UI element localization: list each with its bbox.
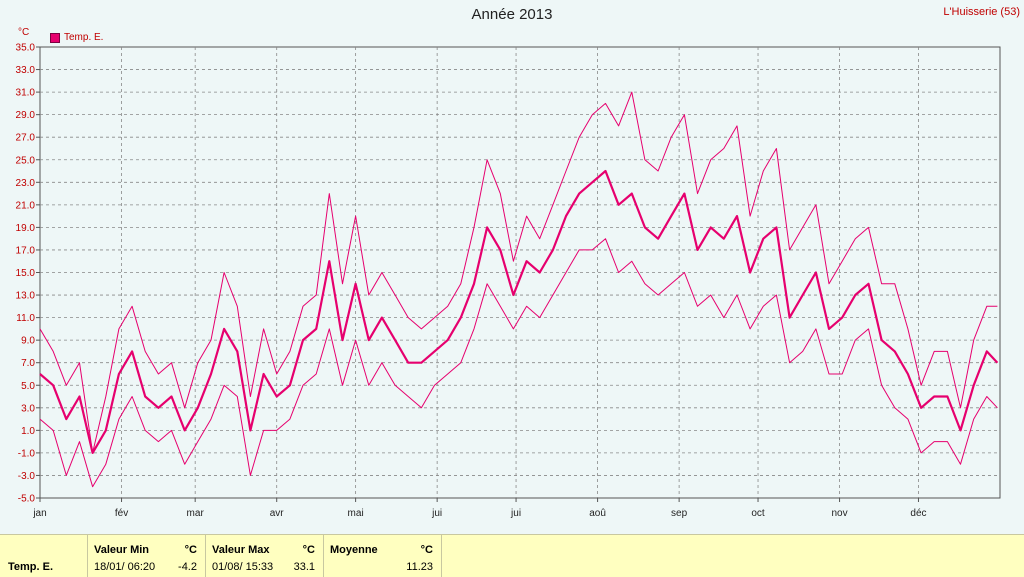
max-value: 33.1: [293, 561, 315, 573]
x-tick-label: sep: [671, 508, 688, 519]
x-tick-label: mai: [348, 508, 364, 519]
y-tick-label: 9.0: [21, 336, 35, 347]
y-tick-label: 25.0: [16, 155, 36, 166]
y-tick-label: 27.0: [16, 133, 36, 144]
stats-row-label-cell: Temp. E.: [0, 535, 88, 577]
y-tick-label: 1.0: [21, 426, 35, 437]
avg-value: 11.23: [406, 561, 433, 573]
y-tick-label: -3.0: [18, 471, 36, 482]
series-line-mean: [39, 169, 999, 454]
y-tick-label: 33.0: [16, 65, 36, 76]
station-name: L'Huisserie (53): [943, 6, 1020, 18]
x-tick-label: aoû: [589, 508, 606, 519]
legend: Temp. E.: [50, 32, 103, 43]
avg-label: Moyenne: [330, 544, 378, 556]
x-tick-label: jui: [510, 508, 521, 519]
y-tick-label: 35.0: [16, 43, 36, 54]
min-value: -4.2: [178, 561, 197, 573]
y-tick-label: 15.0: [16, 268, 36, 279]
temperature-chart: 35.0 33.0 31.0 29.0 27.0 25.0 23.0 21.0 19.0 17.0…: [16, 43, 1001, 519]
y-tick-label: 13.0: [16, 291, 36, 302]
max-date: 01/08/ 15:33: [212, 561, 274, 573]
x-tick-label: jan: [32, 508, 46, 519]
series-line-min: [39, 238, 998, 488]
stats-row-label: Temp. E.: [8, 561, 54, 573]
y-tick-label: 29.0: [16, 110, 36, 121]
avg-unit: °C: [420, 544, 433, 556]
y-tick-label: 23.0: [16, 178, 36, 189]
stats-panel: Temp. E. Valeur Min °C 18/01/ 06:20 -4.2…: [0, 534, 1024, 577]
y-axis: 35.0 33.0 31.0 29.0 27.0 25.0 23.0 21.0 19.0 17.0…: [16, 43, 40, 505]
y-tick-label: 7.0: [21, 358, 35, 369]
x-tick-label: avr: [270, 508, 285, 519]
y-tick-label: -1.0: [18, 448, 36, 459]
stats-max-cell: Valeur Max °C 01/08/ 15:33 33.1: [206, 535, 324, 577]
x-tick-label: jui: [431, 508, 442, 519]
y-tick-label: 11.0: [16, 313, 35, 324]
x-tick-label: déc: [910, 508, 926, 519]
x-axis: jan fév mar avr mai jui jui aoû sep oct nov déc: [32, 498, 927, 519]
chart-title: Année 2013: [471, 6, 553, 23]
y-tick-label: 17.0: [16, 245, 36, 256]
y-tick-label: 21.0: [16, 200, 36, 211]
y-tick-label: 5.0: [21, 381, 35, 392]
max-label: Valeur Max: [212, 544, 270, 556]
series-line-max: [39, 91, 998, 454]
x-tick-label: fév: [115, 508, 128, 519]
stats-avg-cell: Moyenne °C 11.23: [324, 535, 442, 577]
x-tick-label: mar: [187, 508, 205, 519]
min-label: Valeur Min: [94, 544, 150, 556]
min-unit: °C: [184, 544, 197, 556]
y-axis-unit: °C: [18, 27, 30, 38]
series-lines: [39, 91, 999, 488]
y-tick-label: -5.0: [18, 494, 36, 505]
max-unit: °C: [302, 544, 315, 556]
legend-swatch: [50, 32, 60, 43]
y-tick-label: 19.0: [16, 223, 36, 234]
x-tick-label: nov: [831, 508, 847, 519]
x-tick-label: oct: [751, 508, 765, 519]
min-date: 18/01/ 06:20: [94, 561, 156, 573]
y-tick-label: 31.0: [16, 88, 36, 99]
stats-min-cell: Valeur Min °C 18/01/ 06:20 -4.2: [88, 535, 206, 577]
legend-label: Temp. E.: [64, 32, 104, 43]
grid: [40, 47, 1000, 498]
y-tick-label: 3.0: [21, 403, 35, 414]
